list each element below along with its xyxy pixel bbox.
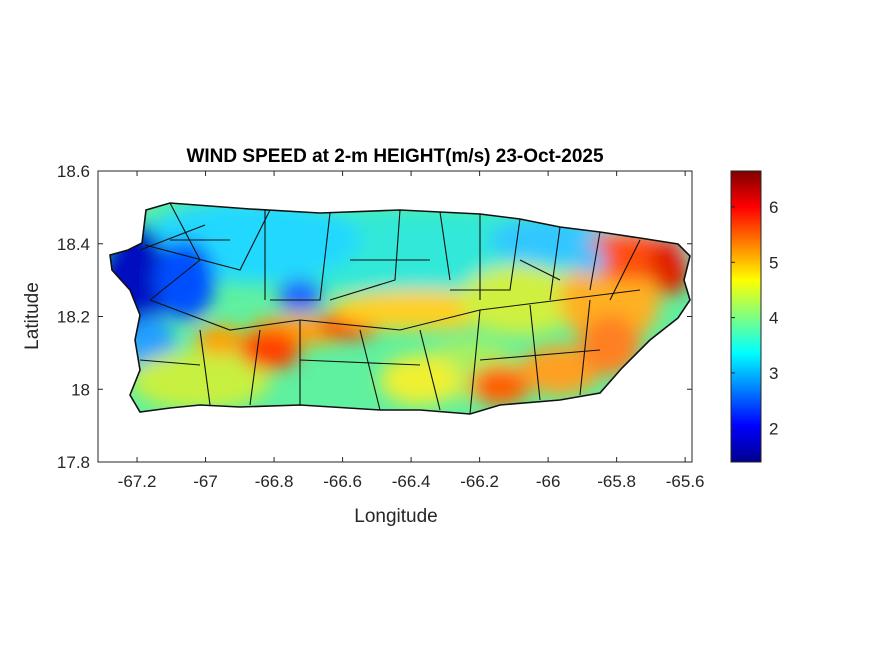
x-tick-label: -65.8 (597, 472, 636, 491)
chart-title: WIND SPEED at 2-m HEIGHT(m/s) 23-Oct-202… (186, 146, 603, 167)
x-tick-label: -66.2 (460, 472, 499, 491)
x-tick-label: -66.8 (255, 472, 294, 491)
municipality-boundary (549, 226, 561, 301)
municipality-boundary (450, 218, 521, 291)
x-tick-label: -67.2 (118, 472, 157, 491)
wind-speed-region (575, 245, 605, 275)
municipality-boundary (149, 289, 641, 331)
wind-speed-region (240, 330, 300, 370)
wind-speed-region (470, 365, 530, 405)
island-outline (109, 202, 691, 415)
wind-speed-region (155, 240, 215, 320)
municipality-boundary (199, 329, 211, 406)
municipality-boundary (249, 329, 261, 406)
wind-speed-region (195, 325, 245, 355)
x-tick-label: -65.6 (666, 472, 705, 491)
municipality-boundary (519, 259, 561, 281)
colorbar-tick-label: 2 (769, 419, 778, 438)
colorbar (730, 170, 762, 463)
y-axis-label: Latitude (22, 282, 43, 350)
municipality-boundary (609, 239, 641, 301)
wind-speed-region (650, 235, 690, 295)
y-tick-label: 18.6 (57, 162, 90, 181)
x-tick-label: -66.6 (323, 472, 362, 491)
x-axis-label: Longitude (354, 506, 437, 527)
municipality-boundary (144, 209, 271, 271)
colorbar-tick-label: 3 (769, 364, 778, 383)
wind-speed-region (460, 265, 580, 335)
municipality-boundary (479, 349, 601, 361)
wind-speed-region (380, 355, 460, 405)
x-tick-label: -67 (193, 472, 218, 491)
municipality-boundary (139, 359, 201, 366)
municipality-boundary (359, 329, 381, 411)
municipality-boundary (439, 211, 451, 281)
wind-speed-region (580, 315, 640, 375)
x-tick-label: -66 (536, 472, 561, 491)
colorbar-tick-label: 6 (769, 198, 778, 217)
colorbar-tick-label: 4 (769, 309, 778, 328)
municipality-boundaries (139, 203, 641, 414)
wind-speed-region (130, 350, 270, 410)
y-tick-label: 18.2 (57, 308, 90, 327)
y-tick-label: 18.4 (57, 235, 90, 254)
municipality-boundary (419, 329, 441, 411)
municipality-boundary (579, 299, 591, 396)
x-tick-label: -66.4 (392, 472, 431, 491)
municipality-boundary (469, 309, 481, 414)
municipality-boundary (589, 231, 601, 291)
municipality-boundary (270, 212, 331, 301)
colorbar-tick-label: 5 (769, 253, 778, 272)
municipality-boundary (529, 304, 541, 401)
municipality-boundary (139, 224, 206, 251)
municipality-boundary (329, 209, 401, 301)
wind-speed-region (278, 279, 322, 311)
municipality-boundary (299, 359, 421, 366)
y-tick-label: 18 (71, 380, 90, 399)
wind-speed-region (520, 345, 600, 395)
y-tick-label: 17.8 (57, 453, 90, 472)
